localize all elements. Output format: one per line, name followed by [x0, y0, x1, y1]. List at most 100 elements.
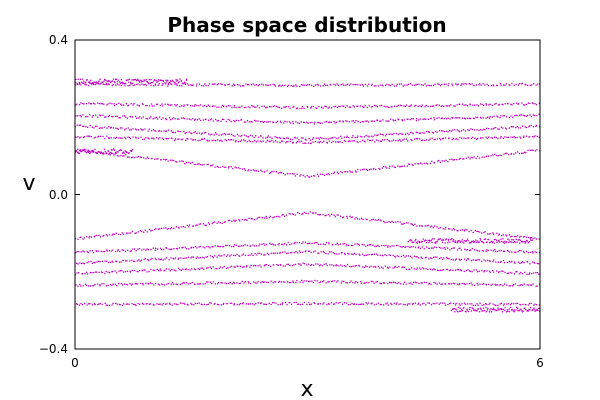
scatter-point	[529, 102, 531, 105]
scatter-point	[415, 84, 417, 86]
scatter-point	[353, 106, 355, 108]
scatter-point	[94, 283, 96, 286]
scatter-point	[433, 117, 435, 119]
scatter-point	[386, 83, 388, 85]
scatter-point	[188, 84, 190, 86]
scatter-point	[239, 85, 242, 87]
scatter-point	[136, 156, 138, 158]
scatter-point	[425, 281, 428, 284]
scatter-point	[317, 122, 319, 124]
scatter-point	[455, 158, 458, 161]
scatter-point	[328, 174, 331, 176]
scatter-point	[453, 247, 456, 249]
scatter-point	[89, 250, 91, 252]
scatter-point	[92, 114, 94, 117]
scatter-point	[294, 214, 296, 216]
scatter-point	[345, 282, 347, 284]
scatter-point	[437, 239, 439, 241]
scatter-point	[170, 83, 172, 85]
scatter-point	[425, 85, 428, 87]
scatter-point	[167, 137, 169, 140]
scatter-point	[199, 104, 202, 106]
scatter-point	[423, 132, 425, 134]
scatter-point	[270, 303, 272, 306]
scatter-point	[374, 219, 376, 221]
scatter-point	[162, 80, 165, 82]
scatter-point	[284, 251, 286, 253]
scatter-point	[278, 85, 280, 87]
scatter-point	[190, 138, 192, 140]
scatter-point	[288, 213, 290, 215]
scatter-point	[229, 105, 231, 107]
scatter-point	[365, 218, 367, 220]
scatter-point	[407, 118, 409, 120]
scatter-point	[251, 135, 254, 137]
scatter-point	[384, 84, 387, 87]
scatter-point	[327, 281, 329, 283]
scatter-point	[204, 104, 206, 107]
scatter-point	[93, 83, 95, 86]
scatter-point	[308, 250, 311, 252]
scatter-point	[507, 250, 509, 252]
scatter-point	[525, 250, 528, 253]
scatter-point	[520, 83, 523, 85]
scatter-point	[462, 158, 464, 160]
scatter-point	[525, 103, 528, 106]
scatter-point	[231, 85, 233, 87]
scatter-point	[318, 138, 321, 140]
scatter-point	[272, 83, 274, 86]
scatter-point	[210, 119, 212, 121]
scatter-point	[384, 135, 387, 137]
scatter-point	[277, 304, 279, 306]
scatter-point	[424, 83, 426, 85]
scatter-point	[239, 140, 242, 143]
scatter-point	[487, 116, 489, 118]
scatter-point	[481, 250, 484, 252]
scatter-point	[440, 257, 442, 259]
scatter-point	[452, 137, 454, 140]
scatter-point	[389, 140, 391, 142]
scatter-point	[338, 141, 340, 143]
scatter-point	[473, 241, 475, 244]
scatter-point	[134, 260, 136, 263]
scatter-point	[352, 135, 354, 137]
scatter-point	[508, 285, 510, 287]
scatter-point	[83, 103, 85, 105]
scatter-point	[161, 283, 163, 285]
scatter-point	[382, 139, 384, 141]
scatter-point	[534, 114, 536, 117]
scatter-point	[132, 156, 134, 158]
scatter-point	[518, 310, 520, 312]
scatter-point	[154, 249, 156, 251]
scatter-point	[382, 134, 384, 136]
scatter-point	[90, 260, 92, 263]
scatter-point	[310, 106, 313, 108]
scatter-point	[98, 250, 100, 252]
scatter-point	[495, 136, 497, 139]
scatter-point	[377, 134, 379, 136]
scatter-point	[291, 173, 294, 175]
y-axis-label: v	[22, 171, 35, 196]
scatter-point	[501, 240, 503, 243]
scatter-point	[108, 304, 110, 307]
scatter-point	[498, 250, 501, 252]
scatter-point	[102, 152, 105, 154]
scatter-point	[267, 281, 270, 284]
scatter-point	[385, 133, 388, 135]
scatter-point	[352, 282, 354, 284]
scatter-point	[391, 133, 394, 136]
scatter-point	[523, 283, 525, 285]
scatter-point	[299, 263, 301, 265]
scatter-point	[297, 303, 299, 305]
scatter-point	[492, 241, 494, 243]
scatter-point	[234, 84, 236, 86]
scatter-point	[233, 106, 235, 108]
scatter-point	[242, 302, 244, 304]
scatter-point	[126, 303, 129, 305]
scatter-point	[456, 104, 458, 106]
scatter-point	[308, 242, 311, 244]
scatter-point	[472, 240, 475, 242]
scatter-point	[256, 218, 258, 220]
scatter-point	[128, 104, 130, 106]
scatter-point	[447, 228, 450, 230]
